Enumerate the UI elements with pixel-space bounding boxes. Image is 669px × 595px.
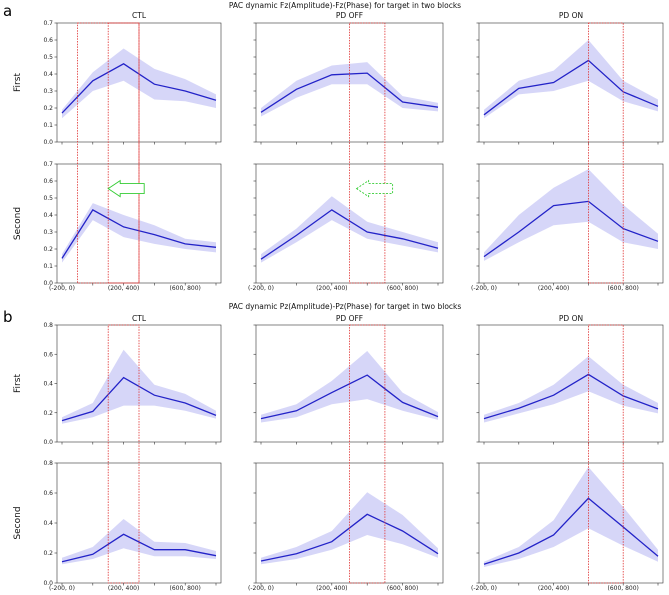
x-tick-label: (200, 400): [108, 585, 139, 592]
x-tick-label: (600, 800): [387, 285, 418, 292]
y-tick-label: 0.4: [43, 212, 53, 219]
x-tick-label: (600, 800): [169, 285, 200, 292]
x-tick-label: (200, 400): [316, 585, 347, 592]
mean-line: [260, 72, 439, 113]
y-tick-label: 0.7: [43, 161, 53, 168]
mean-line: [483, 373, 659, 420]
panel-title-b: PAC dynamic Pz(Amplitude)-Pz(Phase) for …: [229, 302, 462, 311]
x-tick-label: (600, 800): [607, 585, 638, 592]
y-tick-label: 0.0: [43, 280, 53, 287]
confidence-band: [484, 169, 658, 261]
arrow-annotation-dashed: [355, 179, 394, 198]
subplot-a-0-0: 0.0 0.1 0.2 0.3 0.4 0.5 0.6 0.7: [43, 20, 222, 146]
column-title-a-1: PD OFF: [336, 11, 363, 20]
mean-line: [61, 533, 217, 563]
y-tick-label: 0.5: [43, 54, 53, 61]
highlight-window: [588, 324, 624, 584]
row-label-a-1: Second: [13, 207, 23, 240]
y-tick-label: 0.2: [43, 410, 53, 417]
x-tick-label: (-200, 0): [471, 585, 497, 592]
panel-letter-b: b: [3, 308, 13, 326]
subplot-b-1-0: 0.0 0.2 0.4 0.6 0.8 (-200, 0) (200, 400) (600, …: [43, 460, 222, 592]
column-title-b-0: CTL: [132, 314, 147, 323]
y-tick-label: 0.1: [43, 122, 53, 129]
panel-title-a: PAC dynamic Fz(Amplitude)-Fz(Phase) for …: [229, 1, 461, 10]
column-title-b-1: PD OFF: [336, 314, 363, 323]
x-tick-label: (200, 400): [316, 285, 347, 292]
highlight-window: [588, 22, 624, 284]
x-tick-label: (-200, 0): [49, 285, 75, 292]
y-tick-label: 0.3: [43, 229, 53, 236]
y-tick-label: 0.6: [43, 351, 53, 358]
y-tick-label: 0.6: [43, 178, 53, 185]
x-tick-label: (200, 400): [108, 285, 139, 292]
column-title-a-2: PD ON: [559, 11, 583, 20]
row-label-b-1: Second: [13, 506, 23, 539]
row-label-a-0: First: [13, 73, 23, 92]
y-tick-label: 0.2: [43, 550, 53, 557]
y-tick-label: 0.6: [43, 490, 53, 497]
row-label-b-0: First: [13, 374, 23, 393]
subplot-b-1-1: (-200, 0) (200, 400) (600, 800): [248, 462, 444, 592]
mean-line: [483, 497, 659, 565]
column-title-a-0: CTL: [132, 11, 147, 20]
highlight-window: [107, 324, 140, 584]
column-title-b-2: PD ON: [559, 314, 583, 323]
y-tick-label: 0.2: [43, 246, 53, 253]
y-tick-label: 0.1: [43, 263, 53, 270]
y-tick-label: 0.0: [43, 139, 53, 146]
y-tick-label: 0.4: [43, 381, 53, 388]
y-tick-label: 0.7: [43, 20, 53, 27]
y-tick-label: 0.0: [43, 439, 53, 446]
x-tick-label: (600, 800): [169, 585, 200, 592]
subplot-b-0-1: [253, 324, 444, 445]
arrow-annotation-solid: [107, 179, 145, 198]
confidence-band: [261, 196, 438, 263]
mean-line: [483, 59, 659, 116]
y-tick-label: 0.4: [43, 520, 53, 527]
highlight-window: [349, 22, 386, 284]
y-tick-label: 0.4: [43, 71, 53, 78]
mean-line: [483, 200, 659, 258]
y-tick-label: 0.8: [43, 322, 53, 329]
x-tick-label: (200, 400): [538, 285, 569, 292]
subplot-a-0-2: [476, 22, 664, 145]
x-tick-label: (-200, 0): [248, 285, 274, 292]
subplot-b-0-0: 0.0 0.2 0.4 0.6 0.8: [43, 322, 222, 446]
y-tick-label: 0.2: [43, 105, 53, 112]
panel-letter-a: a: [3, 2, 12, 20]
confidence-band: [484, 356, 658, 423]
subplot-a-0-1: [253, 22, 444, 145]
highlight-window: [107, 22, 140, 284]
x-tick-label: (-200, 0): [248, 585, 274, 592]
y-tick-label: 0.6: [43, 37, 53, 44]
subplot-a-1-1: (-200, 0) (200, 400) (600, 800): [248, 163, 444, 292]
subplot-b-0-2: [476, 324, 664, 445]
subplot-a-1-0: 0.0 0.1 0.2 0.3 0.4 0.5 0.6 0.7 (-200, 0) (200, 4…: [43, 161, 222, 292]
x-tick-label: (-200, 0): [49, 585, 75, 592]
x-tick-label: (200, 400): [538, 585, 569, 592]
y-tick-label: 0.8: [43, 460, 53, 467]
x-tick-label: (600, 800): [607, 285, 638, 292]
x-tick-label: (-200, 0): [471, 285, 497, 292]
highlight-window: [349, 324, 386, 584]
y-tick-label: 0.3: [43, 88, 53, 95]
y-tick-label: 0.5: [43, 195, 53, 202]
subplot-a-1-2: (-200, 0) (200, 400) (600, 800): [471, 163, 664, 292]
y-tick-label: 0.0: [43, 580, 53, 587]
x-tick-label: (600, 800): [387, 585, 418, 592]
subplot-b-1-2: (-200, 0) (200, 400) (600, 800): [471, 462, 664, 592]
confidence-band: [484, 40, 658, 119]
